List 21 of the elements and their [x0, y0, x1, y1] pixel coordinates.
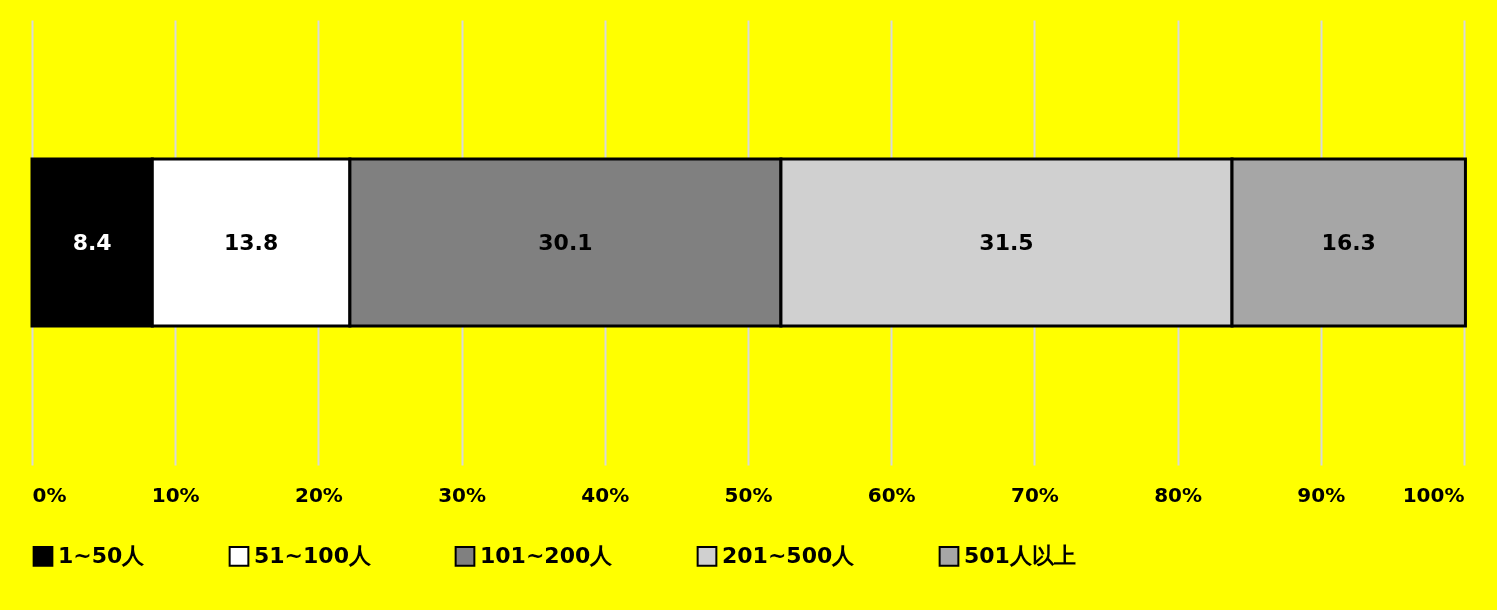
data-label: 16.3	[1321, 229, 1376, 255]
x-tick-label: 50%	[724, 482, 773, 507]
legend-label: 51~100人	[254, 543, 372, 569]
x-tick-label: 10%	[151, 482, 200, 507]
legend-label: 101~200人	[480, 543, 614, 569]
legend-label: 1~50人	[58, 543, 146, 569]
legend-label: 501人以上	[964, 543, 1076, 569]
data-label: 30.1	[538, 229, 593, 255]
x-tick-label: 30%	[438, 482, 487, 507]
data-label: 31.5	[979, 229, 1034, 255]
x-tick-label: 70%	[1010, 482, 1059, 507]
x-tick-label: 80%	[1154, 482, 1203, 507]
x-tick-label: 100%	[1402, 482, 1465, 507]
x-tick-label: 60%	[867, 482, 916, 507]
x-tick-label: 20%	[294, 482, 343, 507]
data-label: 8.4	[72, 229, 112, 255]
x-tick-label: 40%	[581, 482, 630, 507]
legend-label: 201~500人	[722, 543, 856, 569]
x-tick-label: 90%	[1297, 482, 1346, 507]
x-tick-label: 0%	[32, 482, 67, 507]
data-label: 13.8	[223, 229, 279, 255]
